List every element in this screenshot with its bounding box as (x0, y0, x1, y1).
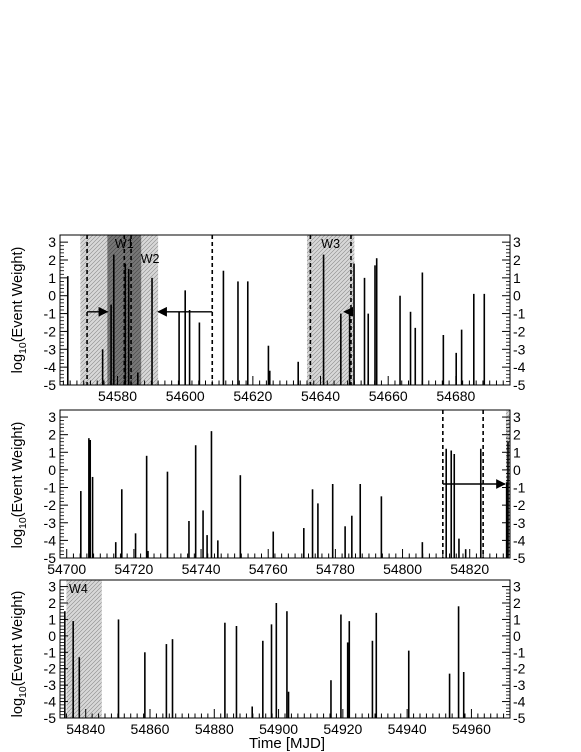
top-y-tick-label-right: 0 (513, 288, 521, 304)
bottom-x-tick-label: 54920 (323, 721, 362, 737)
top-x-tick-label: 54660 (369, 388, 408, 404)
bottom-y-tick-label-right: -1 (513, 644, 526, 660)
middle-y-tick-label-left: 0 (48, 462, 56, 478)
top-x-tick-label: 54600 (166, 388, 205, 404)
top-y-tick-label-right: -3 (513, 341, 526, 357)
bottom-y-tick-label-left: -3 (44, 677, 57, 693)
top-y-tick-label-left: -2 (44, 323, 57, 339)
top-y-tick-label-left: -4 (44, 359, 57, 375)
bottom-y-tick-label-left: 2 (48, 595, 56, 611)
middle-y-tick-label-left: -3 (44, 515, 57, 531)
top-y-tick-label-left: 3 (48, 234, 56, 250)
top-y-tick-label-right: 2 (513, 252, 521, 268)
top-y-tick-label-left: 0 (48, 288, 56, 304)
top-window-w3 (306, 235, 355, 385)
bottom-y-tick-label-left: 3 (48, 579, 56, 595)
top-y-tick-label-right: -5 (513, 377, 526, 393)
middle-y-tick-label-left: -5 (44, 550, 57, 566)
middle-y-tick-label-left: -2 (44, 497, 57, 513)
top-y-tick-label-left: -1 (44, 306, 57, 322)
top-y-tick-label-left: 1 (48, 270, 56, 286)
top-y-tick-label-right: -1 (513, 306, 526, 322)
middle-y-tick-label-right: -5 (513, 550, 526, 566)
bottom-y-tick-label-left: 0 (48, 628, 56, 644)
middle-x-tick-label: 54820 (450, 561, 489, 577)
top-y-tick-label-right: -4 (513, 359, 526, 375)
top-x-tick-label: 54620 (233, 388, 272, 404)
y-axis-label-middle: log10(Event Weight) (10, 422, 29, 549)
top-y-tick-label-left: -5 (44, 377, 57, 393)
middle-y-tick-label-right: -2 (513, 497, 526, 513)
bottom-frame (59, 579, 511, 719)
bottom-y-tick-label-right: 3 (513, 579, 521, 595)
top-y-tick-label-right: 3 (513, 234, 521, 250)
top-window-label-w1: W1 (115, 237, 134, 251)
middle-x-tick-label: 54740 (182, 561, 221, 577)
top-window-label-w3: W3 (321, 237, 340, 251)
y-axis-label-bottom: log10(Event Weight) (10, 591, 29, 718)
top-y-tick-label-right: 1 (513, 270, 521, 286)
bottom-x-tick-label: 54960 (452, 721, 491, 737)
middle-x-tick-label: 54780 (316, 561, 355, 577)
bottom-y-tick-label-right: -2 (513, 661, 526, 677)
top-y-tick-label-right: -2 (513, 323, 526, 339)
bottom-x-tick-label: 54840 (66, 721, 105, 737)
middle-x-tick-label: 54700 (47, 561, 86, 577)
bottom-x-tick-label: 54900 (259, 721, 298, 737)
middle-y-tick-label-left: 3 (48, 409, 56, 425)
middle-x-tick-label: 54760 (249, 561, 288, 577)
middle-y-tick-label-right: -3 (513, 515, 526, 531)
middle-y-tick-label-right: 2 (513, 427, 521, 443)
bottom-x-tick-label: 54880 (195, 721, 234, 737)
middle-y-tick-label-right: -1 (513, 480, 526, 496)
top-window-label-w2: W2 (141, 252, 160, 266)
middle-x-tick-label: 54800 (383, 561, 422, 577)
top-x-tick-label: 54580 (98, 388, 137, 404)
bottom-y-tick-label-right: -4 (513, 694, 526, 710)
bottom-y-tick-label-right: 2 (513, 595, 521, 611)
middle-x-tick-label: 54720 (114, 561, 153, 577)
bottom-y-tick-label-left: -2 (44, 661, 57, 677)
middle-y-tick-label-left: -4 (44, 532, 57, 548)
bottom-y-tick-label-left: 1 (48, 611, 56, 627)
bottom-y-tick-label-left: -5 (44, 710, 57, 726)
bottom-y-tick-label-left: -1 (44, 644, 57, 660)
bottom-y-tick-label-right: -5 (513, 710, 526, 726)
x-axis-label: Time [MJD] (249, 735, 325, 752)
top-x-tick-label: 54640 (301, 388, 340, 404)
bottom-x-tick-label: 54940 (388, 721, 427, 737)
bottom-window-label-w4: W4 (69, 582, 88, 596)
middle-y-tick-label-left: 1 (48, 444, 56, 460)
bottom-y-tick-label-left: -4 (44, 694, 57, 710)
bottom-window-w4 (66, 580, 102, 718)
middle-y-tick-label-right: 3 (513, 409, 521, 425)
middle-y-tick-label-right: 0 (513, 462, 521, 478)
y-axis-label-top: log10(Event Weight) (10, 247, 29, 374)
bottom-y-tick-label-right: 1 (513, 611, 521, 627)
bottom-y-tick-label-right: -3 (513, 677, 526, 693)
middle-y-tick-label-right: 1 (513, 444, 521, 460)
middle-y-tick-label-right: -4 (513, 532, 526, 548)
top-y-tick-label-left: -3 (44, 341, 57, 357)
middle-y-tick-label-left: 2 (48, 427, 56, 443)
top-y-tick-label-left: 2 (48, 252, 56, 268)
top-x-tick-label: 54680 (436, 388, 475, 404)
middle-y-tick-label-left: -1 (44, 480, 57, 496)
bottom-x-tick-label: 54860 (131, 721, 170, 737)
bottom-y-tick-label-right: 0 (513, 628, 521, 644)
